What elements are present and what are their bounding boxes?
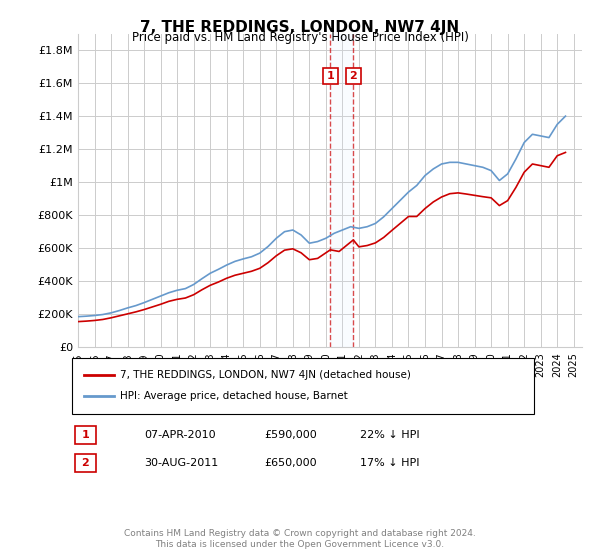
Text: Price paid vs. HM Land Registry's House Price Index (HPI): Price paid vs. HM Land Registry's House … [131,31,469,44]
Text: 30-AUG-2011: 30-AUG-2011 [144,458,218,468]
Text: 17% ↓ HPI: 17% ↓ HPI [360,458,419,468]
Text: 1: 1 [82,430,89,440]
Text: 2: 2 [82,458,89,468]
Text: 22% ↓ HPI: 22% ↓ HPI [360,430,419,440]
Text: 7, THE REDDINGS, LONDON, NW7 4JN: 7, THE REDDINGS, LONDON, NW7 4JN [140,20,460,35]
Text: 1: 1 [326,71,334,81]
Text: 7, THE REDDINGS, LONDON, NW7 4JN (detached house): 7, THE REDDINGS, LONDON, NW7 4JN (detach… [120,370,411,380]
Text: HPI: Average price, detached house, Barnet: HPI: Average price, detached house, Barn… [120,391,348,401]
Text: Contains HM Land Registry data © Crown copyright and database right 2024.
This d: Contains HM Land Registry data © Crown c… [124,529,476,549]
Text: £650,000: £650,000 [264,458,317,468]
Bar [331,34,353,347]
Text: £590,000: £590,000 [264,430,317,440]
Text: 2: 2 [349,71,357,81]
Text: 07-APR-2010: 07-APR-2010 [144,430,215,440]
